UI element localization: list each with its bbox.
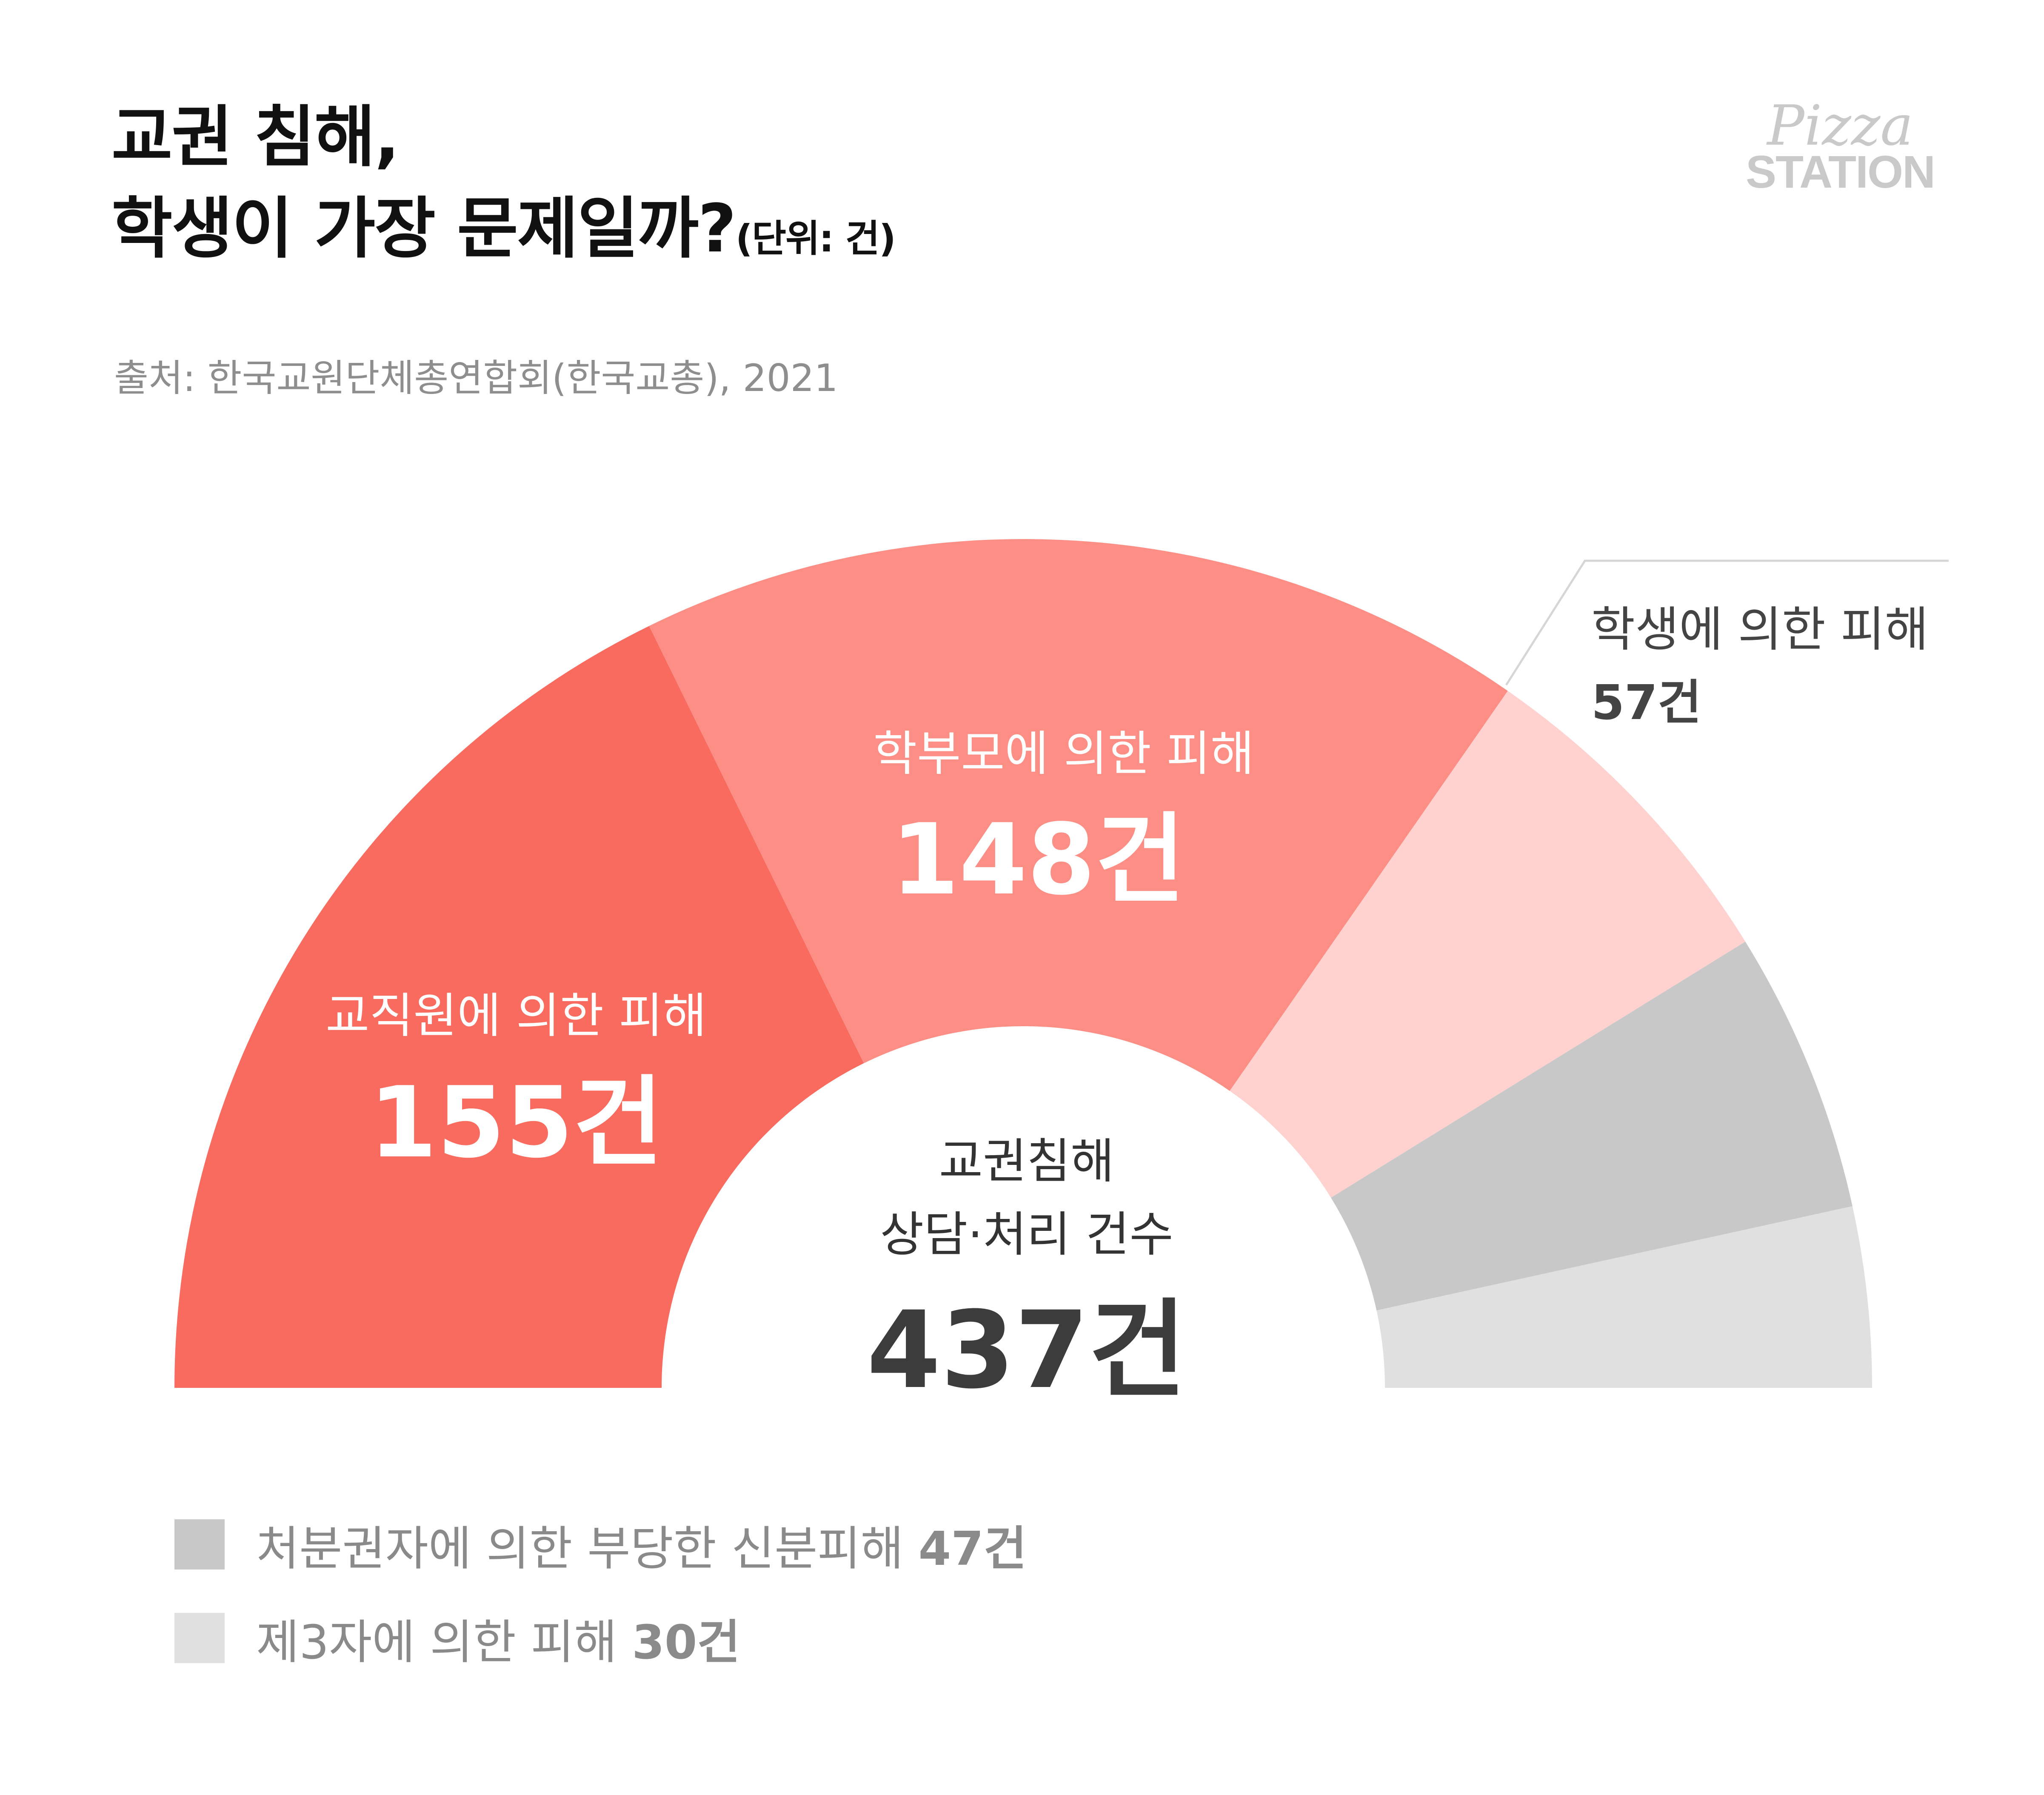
- slice-disciplinary: [1331, 942, 1853, 1311]
- title-question: 학생이 가장 문제일까?: [111, 190, 737, 268]
- legend-value: 47건: [918, 1521, 1027, 1576]
- slice-value-students: 57건: [1591, 675, 1701, 731]
- center-label-line-2: 상담·처리 건수: [880, 1207, 1173, 1262]
- student-slice-leader-line: [1505, 559, 1949, 686]
- slice-parents: [649, 539, 1508, 1091]
- title-line-1: 교권 침해,: [111, 98, 400, 176]
- slice-third-party: [1376, 1206, 1872, 1388]
- legend-label: 제3자에 의한 피해: [256, 1615, 617, 1669]
- slice-value-parents: 148건: [891, 803, 1185, 917]
- slice-value-staff: 155건: [369, 1066, 663, 1180]
- slice-label-students: 학생에 의한 피해: [1591, 602, 1928, 657]
- slice-staff: [174, 626, 864, 1388]
- legend-item-disciplinary: 처분권자에 의한 부당한 신분피해 47건: [174, 1510, 1027, 1578]
- legend-item-third-party: 제3자에 의한 피해 30건: [174, 1604, 740, 1672]
- slice-label-staff: 교직원에 의한 피해: [325, 988, 707, 1044]
- legend-label: 처분권자에 의한 부당한 신분피해: [256, 1521, 904, 1576]
- logo-line-1: Pizza: [1767, 93, 1913, 158]
- legend-value: 30건: [632, 1615, 740, 1669]
- slice-students: [1230, 691, 1746, 1198]
- title-line-2: 학생이 가장 문제일까?(단위: 건): [111, 183, 896, 274]
- chart-slices: [174, 539, 1872, 1388]
- pizza-station-logo: Pizza STATION: [1715, 98, 1966, 195]
- legend-swatch: [174, 1519, 225, 1570]
- source-text: 출처: 한국교원단체총연합회(한국교총), 2021: [114, 356, 838, 400]
- center-label-line-1: 교권침해: [939, 1134, 1114, 1189]
- center-total: 437건: [867, 1288, 1187, 1412]
- slice-label-parents: 학부모에 의한 피해: [873, 726, 1254, 782]
- logo-line-2: STATION: [1746, 146, 1936, 197]
- title-unit: (단위: 건): [735, 217, 896, 261]
- chart-title: 교권 침해, 학생이 가장 문제일까?(단위: 건): [111, 91, 896, 275]
- legend-swatch: [174, 1613, 225, 1663]
